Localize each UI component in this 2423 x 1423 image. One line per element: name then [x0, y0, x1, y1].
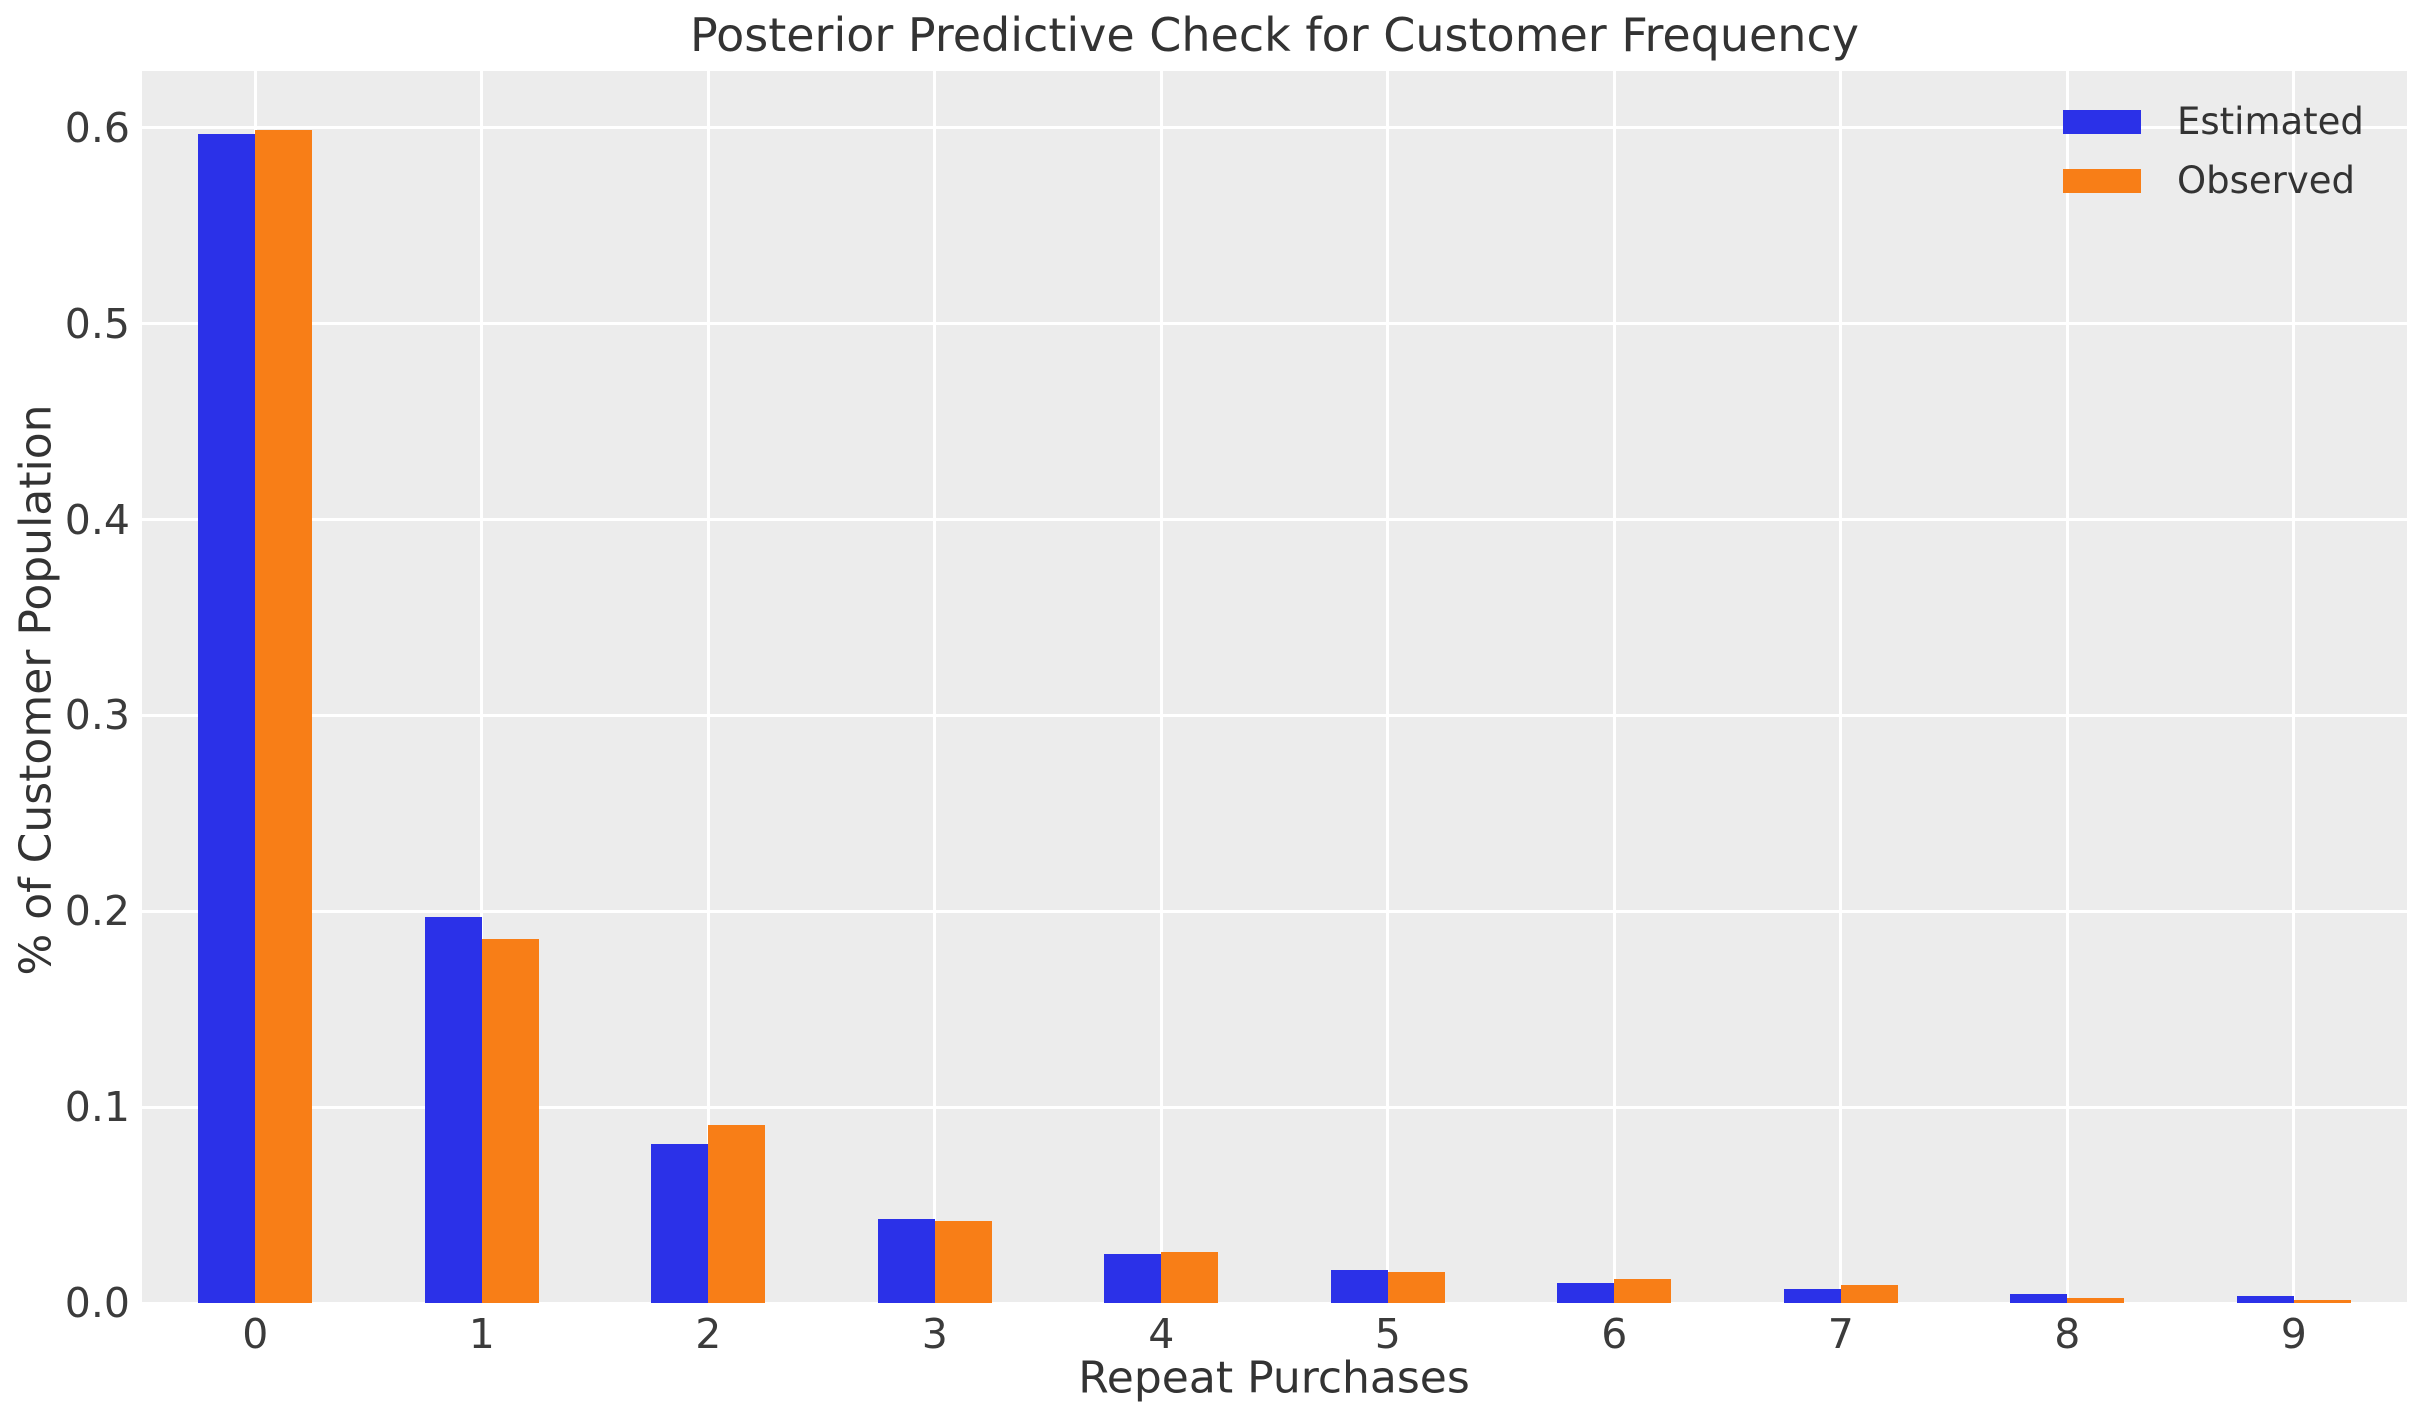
bar-estimated-4 [1104, 1254, 1162, 1303]
gridline-x-2 [706, 71, 710, 1303]
x-tick-label-8: 8 [2054, 1310, 2081, 1358]
x-tick-label-0: 0 [242, 1310, 269, 1358]
bar-observed-4 [1161, 1252, 1219, 1303]
legend-entry-estimated: Estimated [2063, 92, 2364, 151]
y-tick-label-0.6: 0.6 [64, 103, 130, 152]
bar-estimated-6 [1557, 1283, 1615, 1303]
bar-observed-5 [1387, 1272, 1445, 1303]
legend-label-estimated: Estimated [2177, 100, 2364, 143]
chart-title: Posterior Predictive Check for Customer … [690, 8, 1859, 62]
x-tick-label-5: 5 [1374, 1310, 1401, 1358]
bar-observed-8 [2067, 1298, 2125, 1303]
bar-observed-1 [481, 939, 539, 1303]
gridline-y-0.4 [142, 518, 2407, 522]
gridline-y-0.3 [142, 713, 2407, 717]
bar-observed-3 [934, 1221, 992, 1303]
legend-entry-observed: Observed [2063, 151, 2364, 210]
x-tick-label-2: 2 [695, 1310, 722, 1358]
x-tick-label-9: 9 [2280, 1310, 2307, 1358]
bar-estimated-0 [198, 134, 256, 1303]
bar-estimated-9 [2236, 1296, 2294, 1303]
legend: Estimated Observed [2063, 92, 2364, 210]
x-tick-label-4: 4 [1148, 1310, 1175, 1358]
bar-estimated-7 [1783, 1289, 1841, 1303]
legend-swatch-estimated [2063, 109, 2141, 134]
gridline-x-3 [933, 71, 937, 1303]
gridline-x-4 [1159, 71, 1163, 1303]
x-tick-label-6: 6 [1601, 1310, 1628, 1358]
gridline-x-1 [480, 71, 484, 1303]
bar-observed-7 [1840, 1285, 1898, 1303]
bar-observed-6 [1614, 1279, 1672, 1303]
bar-estimated-5 [1330, 1270, 1388, 1303]
y-tick-label-0.0: 0.0 [64, 1279, 130, 1327]
bar-estimated-8 [2010, 1294, 2068, 1303]
y-tick-label-0.2: 0.2 [64, 887, 130, 936]
gridline-y-0.5 [142, 322, 2407, 326]
bar-observed-2 [708, 1125, 766, 1303]
gridline-x-7 [1839, 71, 1843, 1303]
bar-estimated-2 [651, 1144, 709, 1303]
gridline-y-0.1 [142, 1105, 2407, 1109]
gridline-x-8 [2065, 71, 2069, 1303]
y-tick-label-0.1: 0.1 [64, 1083, 130, 1132]
x-tick-label-3: 3 [921, 1310, 948, 1358]
x-tick-label-7: 7 [1827, 1310, 1854, 1358]
gridline-y-0.0 [142, 1301, 2407, 1305]
gridline-y-0.6 [142, 126, 2407, 130]
legend-label-observed: Observed [2177, 159, 2356, 202]
bar-estimated-1 [424, 917, 482, 1303]
gridline-x-6 [1612, 71, 1616, 1303]
y-tick-label-0.5: 0.5 [64, 299, 130, 348]
gridline-x-9 [2292, 71, 2296, 1303]
x-tick-label-1: 1 [468, 1310, 495, 1358]
gridline-y-0.2 [142, 909, 2407, 913]
bar-observed-0 [255, 130, 313, 1303]
bar-estimated-3 [877, 1219, 935, 1303]
y-tick-label-0.4: 0.4 [64, 495, 130, 544]
legend-swatch-observed [2063, 168, 2141, 193]
bar-observed-9 [2293, 1300, 2351, 1303]
x-axis-label: Repeat Purchases [1078, 1352, 1470, 1404]
gridline-x-5 [1386, 71, 1390, 1303]
plot-area [142, 71, 2407, 1305]
y-tick-label-0.3: 0.3 [64, 691, 130, 740]
